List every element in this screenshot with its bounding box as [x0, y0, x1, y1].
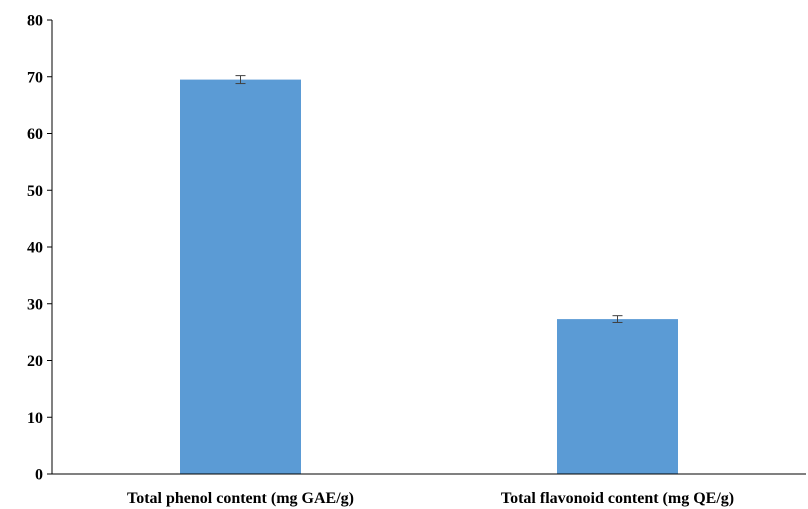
bar-0 — [180, 79, 301, 474]
y-tick-label-8: 80 — [27, 13, 43, 30]
y-tick-label-4: 40 — [27, 240, 43, 257]
error-bars-group — [235, 75, 623, 323]
y-tick-label-5: 50 — [27, 183, 43, 200]
bar-1 — [557, 319, 678, 474]
y-tick-label-3: 30 — [27, 296, 43, 313]
y-tick-label-0: 0 — [35, 467, 43, 484]
y-tick-label-1: 10 — [27, 410, 43, 427]
y-tick-label-6: 60 — [27, 126, 43, 143]
y-tick-label-2: 20 — [27, 353, 43, 370]
bars-group — [180, 79, 678, 474]
x-labels-group: Total phenol content (mg GAE/g) Total fla… — [127, 490, 734, 507]
x-category-label-1: Total flavonoid content (mg QE/g) — [501, 490, 734, 507]
y-tick-label-7: 70 — [27, 69, 43, 86]
x-category-label-0: Total phenol content (mg GAE/g) — [127, 490, 354, 507]
y-ticks-group: 0 10 20 30 40 50 60 70 80 — [27, 13, 52, 484]
axes-group — [51, 20, 806, 475]
